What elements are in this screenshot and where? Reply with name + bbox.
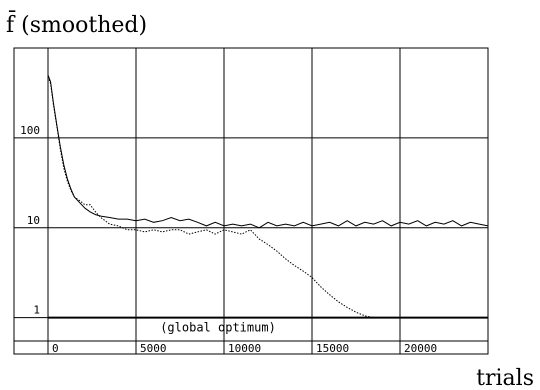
x-tick-label: 5000: [140, 342, 167, 355]
x-tick-label: 10000: [228, 342, 261, 355]
x-tick-label: 15000: [316, 342, 349, 355]
x-tick-label: 0: [52, 342, 59, 355]
series-group: [47, 74, 489, 319]
series-line-solid: [47, 74, 489, 229]
series-line-dotted: [47, 76, 383, 319]
x-tick-labels: 0 5000 10000 15000 20000: [52, 342, 437, 355]
x-axis-title: trials: [476, 366, 534, 390]
y-axis-title: f̄ (smoothed): [6, 10, 147, 38]
plot-frame: [13, 47, 489, 355]
y-tick-label: 100: [20, 124, 40, 137]
plot-border: [13, 47, 489, 355]
y-tick-label: 10: [27, 214, 40, 227]
y-tick-label: 1: [33, 304, 40, 317]
x-tick-label: 20000: [404, 342, 437, 355]
y-tick-labels: 100 10 1: [20, 124, 40, 317]
grid-lines: [14, 48, 488, 354]
global-optimum-label: (global optimum): [160, 321, 276, 335]
